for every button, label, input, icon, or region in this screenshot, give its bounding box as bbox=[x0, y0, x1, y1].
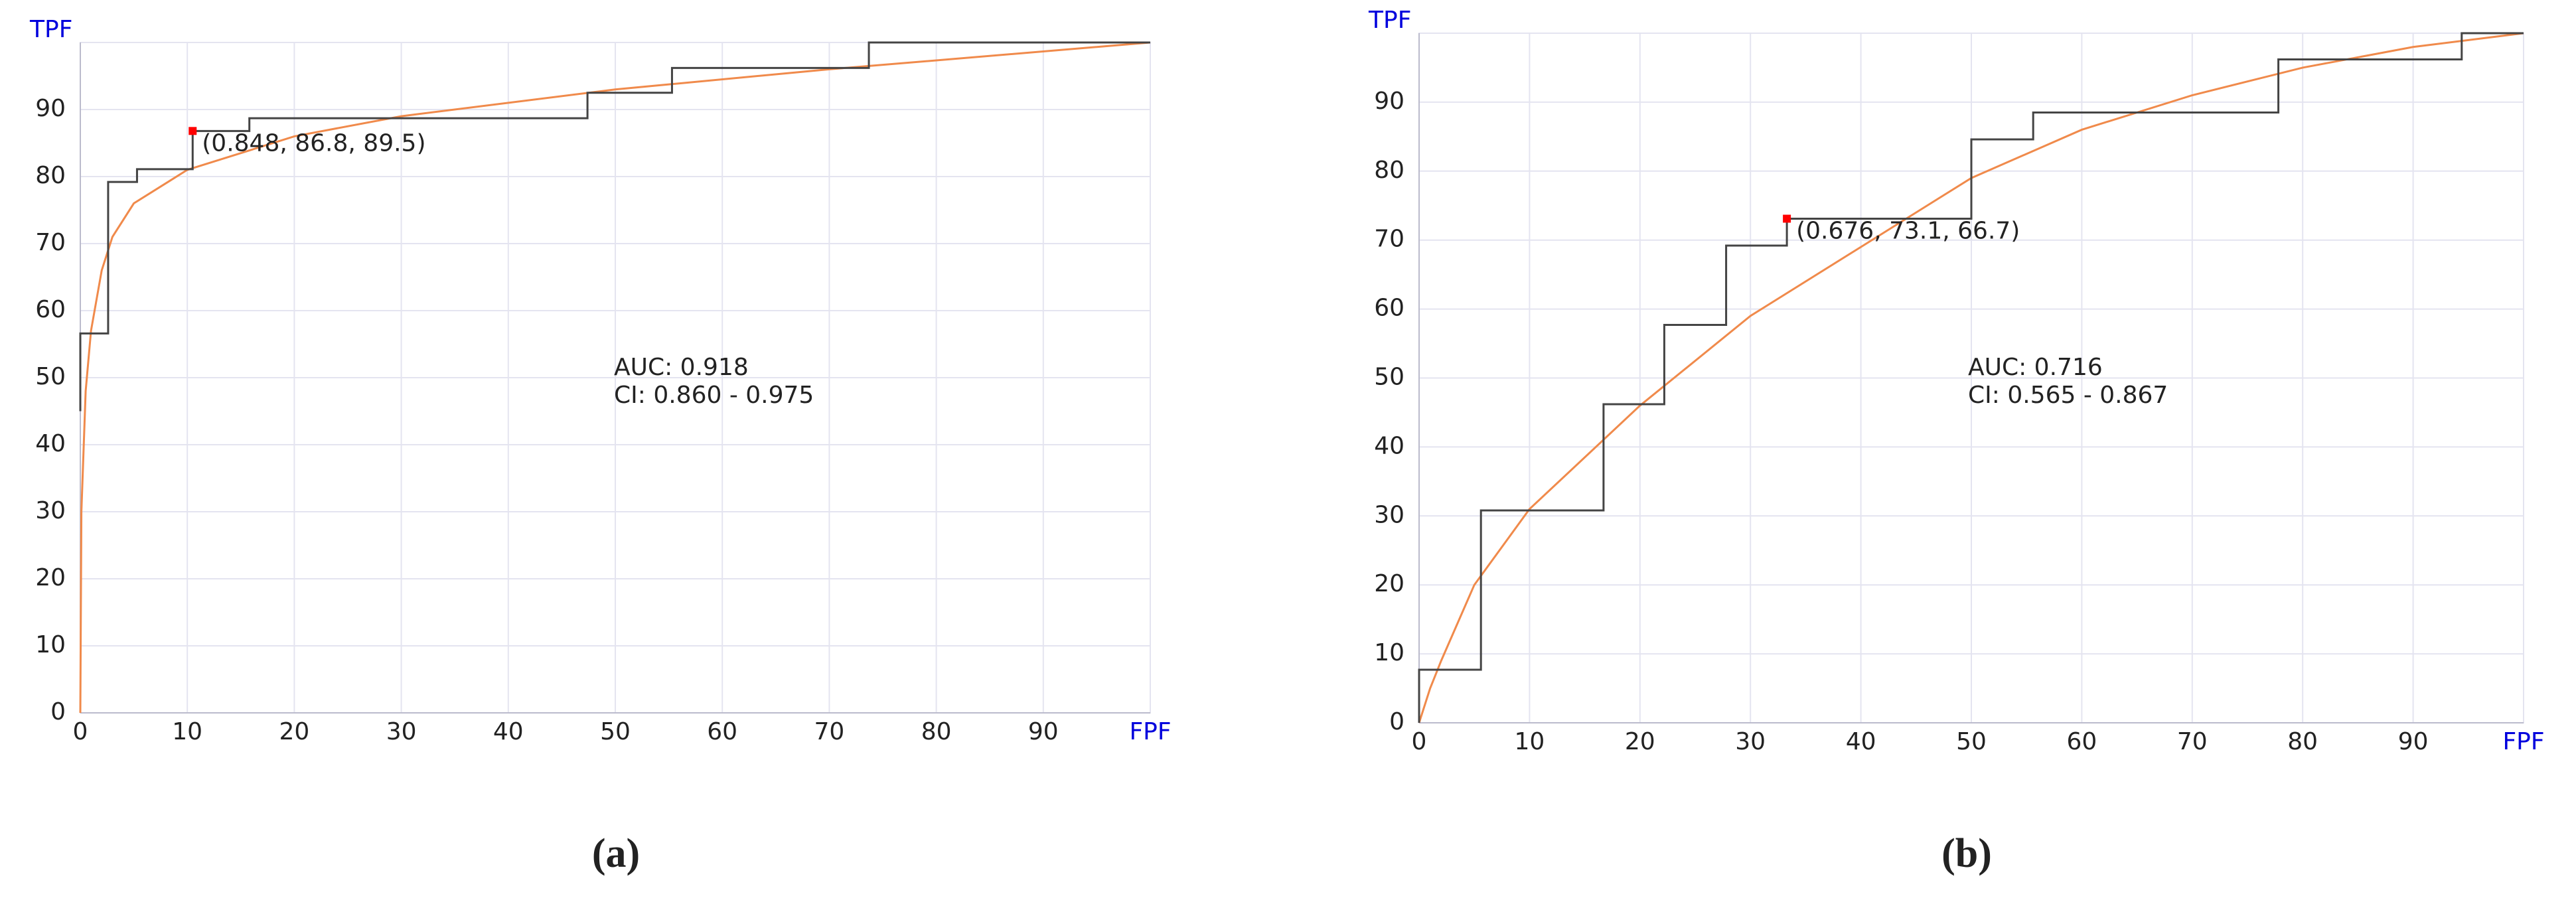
x-tick-label: 70 bbox=[2177, 728, 2208, 755]
x-tick-label: 20 bbox=[279, 718, 309, 745]
x-tick-label: 10 bbox=[1514, 728, 1545, 755]
annotation: CI: 0.565 - 0.867 bbox=[1968, 382, 2168, 409]
y-axis-label: TPF bbox=[29, 16, 72, 43]
x-tick-label: 0 bbox=[1412, 728, 1427, 755]
x-tick-label: 50 bbox=[1956, 728, 1987, 755]
x-axis-label: FPF bbox=[1129, 718, 1171, 745]
x-tick-label: 40 bbox=[493, 718, 524, 745]
y-tick-label: 50 bbox=[1374, 364, 1404, 391]
operating-point-label: (0.676, 73.1, 66.7) bbox=[1796, 217, 2020, 244]
y-tick-label: 50 bbox=[35, 363, 66, 390]
annotation: AUC: 0.716 bbox=[1968, 354, 2103, 381]
y-tick-label: 70 bbox=[35, 229, 66, 256]
x-tick-label: 80 bbox=[2287, 728, 2318, 755]
annotation: AUC: 0.918 bbox=[614, 354, 749, 381]
y-tick-label: 90 bbox=[1374, 88, 1404, 115]
y-tick-label: 0 bbox=[1389, 708, 1404, 735]
y-tick-label: 40 bbox=[35, 430, 66, 457]
x-tick-label: 50 bbox=[600, 718, 631, 745]
x-tick-label: 30 bbox=[1735, 728, 1766, 755]
x-tick-label: 30 bbox=[386, 718, 417, 745]
x-axis-label: FPF bbox=[2502, 728, 2544, 755]
caption: (b) bbox=[1941, 831, 1992, 876]
x-tick-label: 0 bbox=[73, 718, 88, 745]
x-tick-label: 60 bbox=[707, 718, 737, 745]
x-tick-label: 10 bbox=[172, 718, 202, 745]
operating-point-label: (0.848, 86.8, 89.5) bbox=[202, 129, 425, 157]
annotation: CI: 0.860 - 0.975 bbox=[614, 382, 814, 409]
x-tick-label: 70 bbox=[814, 718, 844, 745]
x-tick-label: 40 bbox=[1846, 728, 1876, 755]
operating-point bbox=[189, 127, 197, 135]
x-tick-label: 90 bbox=[2398, 728, 2429, 755]
y-tick-label: 20 bbox=[1374, 570, 1404, 597]
roc-curve bbox=[79, 41, 1150, 412]
x-tick-label: 20 bbox=[1625, 728, 1655, 755]
y-tick-label: 80 bbox=[1374, 157, 1404, 184]
operating-point bbox=[1783, 214, 1791, 223]
x-tick-label: 60 bbox=[2066, 728, 2097, 755]
y-tick-label: 70 bbox=[1374, 226, 1404, 253]
y-axis-label: TPF bbox=[1368, 7, 1411, 34]
x-tick-label: 90 bbox=[1028, 718, 1059, 745]
y-tick-label: 30 bbox=[35, 497, 66, 524]
y-tick-label: 30 bbox=[1374, 501, 1404, 528]
y-tick-label: 10 bbox=[35, 631, 66, 658]
y-tick-label: 0 bbox=[50, 698, 66, 725]
y-tick-label: 60 bbox=[35, 296, 66, 323]
y-tick-label: 90 bbox=[35, 95, 66, 122]
y-tick-label: 10 bbox=[1374, 639, 1404, 666]
roc-curve bbox=[1418, 32, 2524, 723]
y-tick-label: 40 bbox=[1374, 432, 1404, 459]
y-tick-label: 20 bbox=[35, 564, 66, 591]
roc-curve bbox=[79, 41, 1151, 714]
roc-curve bbox=[1418, 32, 2524, 723]
y-tick-label: 60 bbox=[1374, 295, 1404, 322]
y-tick-label: 80 bbox=[35, 162, 66, 189]
x-tick-label: 80 bbox=[921, 718, 952, 745]
caption: (a) bbox=[592, 831, 640, 876]
